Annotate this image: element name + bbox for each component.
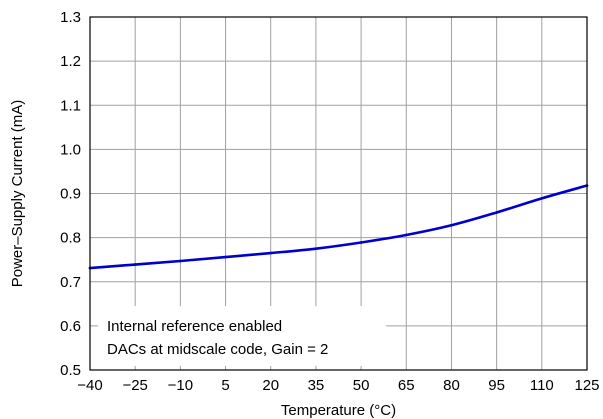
data-point [133, 263, 137, 266]
x-tick-label: 20 [262, 377, 279, 394]
x-tick-label: −40 [77, 377, 102, 394]
x-tick-label: −10 [168, 377, 193, 394]
x-tick-label: 80 [443, 377, 460, 394]
data-point [359, 241, 363, 244]
y-tick-label: 0.5 [60, 362, 81, 379]
y-tick-label: 0.8 [60, 230, 81, 247]
tick-labels: −40 −25 −10 5 20 35 50 65 80 95 110 125 0.5 0.6 0.7 0.8… [60, 9, 599, 394]
x-tick-label: 125 [574, 377, 599, 394]
x-tick-label: 65 [398, 377, 415, 394]
series-line [88, 184, 589, 270]
x-tick-label: −25 [122, 377, 147, 394]
x-tick-label: 50 [353, 377, 370, 394]
y-tick-label: 1.3 [60, 9, 81, 26]
data-point [404, 233, 408, 237]
annotation-box [98, 306, 386, 366]
data-point [269, 251, 273, 255]
data-point [495, 211, 498, 214]
x-tick-label: 35 [308, 377, 325, 394]
y-tick-label: 1.2 [60, 53, 81, 70]
y-axis-label: Power–Supply Current (mA) [9, 100, 26, 288]
data-point [224, 255, 227, 259]
y-tick-label: 1.0 [60, 141, 81, 158]
y-tick-label: 0.6 [60, 318, 81, 335]
y-tick-label: 0.7 [60, 274, 81, 291]
y-tick-label: 0.9 [60, 186, 81, 203]
x-tick-label: 5 [221, 377, 229, 394]
x-axis-label: Temperature (°C) [281, 402, 396, 419]
data-point [540, 197, 544, 200]
plot-frame [89, 16, 588, 371]
x-tick-label: 110 [530, 377, 554, 394]
data-point [450, 223, 453, 227]
y-tick-label: 1.1 [60, 97, 81, 114]
x-tick-label: 95 [488, 377, 505, 394]
data-point [179, 259, 182, 263]
series-layer [88, 184, 589, 270]
annotation-line-1: Internal reference enabled [107, 318, 282, 335]
annotation-line-2: DACs at midscale code, Gain = 2 [107, 341, 328, 358]
data-point [314, 247, 318, 250]
